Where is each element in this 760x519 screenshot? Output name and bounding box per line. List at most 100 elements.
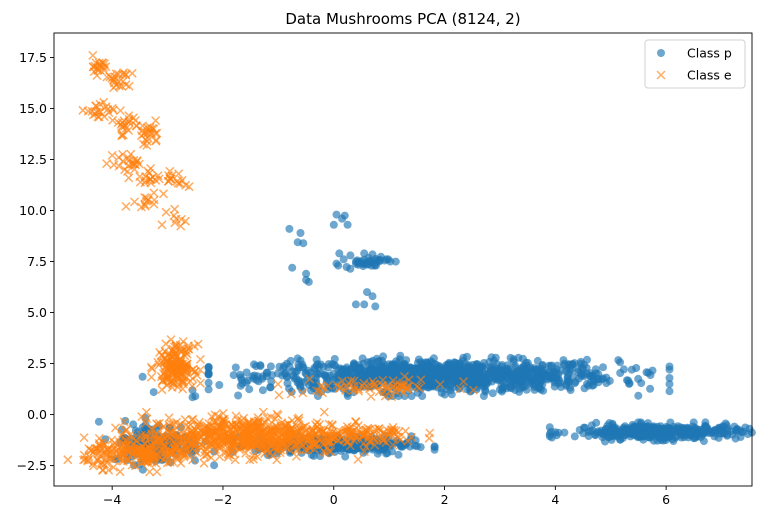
point-class-e [249, 433, 259, 443]
point-class-e [97, 465, 107, 475]
point-class-p [557, 366, 566, 375]
point-class-e [383, 430, 393, 441]
point-class-e [257, 427, 267, 437]
point-class-e [311, 440, 321, 450]
point-class-e [161, 207, 171, 217]
point-class-p [340, 211, 349, 220]
point-class-e [168, 419, 179, 429]
point-class-e [346, 376, 356, 386]
point-class-e [227, 441, 237, 451]
point-class-e [121, 70, 131, 80]
point-class-p [566, 365, 575, 374]
point-class-p [312, 361, 321, 370]
point-class-e [388, 376, 398, 386]
point-class-p [400, 392, 409, 400]
points-layer [63, 50, 756, 477]
point-class-e [412, 382, 422, 392]
point-class-p [478, 362, 487, 371]
point-class-p [546, 362, 555, 371]
point-class-p [236, 381, 245, 390]
point-class-e [91, 101, 101, 111]
point-class-e [141, 418, 151, 428]
point-class-e [272, 455, 282, 465]
point-class-e [93, 455, 103, 465]
point-class-p [570, 379, 579, 388]
point-class-p [637, 379, 646, 388]
point-class-p [652, 427, 661, 436]
point-class-e [305, 374, 315, 384]
point-class-e [150, 128, 161, 139]
x-tick-label: 6 [662, 492, 670, 507]
point-class-e [151, 136, 161, 146]
point-class-p [250, 360, 258, 369]
legend-box [644, 39, 746, 89]
point-class-p [210, 461, 219, 470]
point-class-e [359, 447, 369, 457]
point-class-p [632, 364, 641, 372]
point-class-e [137, 121, 148, 131]
point-class-p [330, 355, 339, 363]
point-class-e [108, 115, 118, 125]
point-class-p [478, 379, 487, 388]
point-class-e [233, 425, 244, 435]
point-class-p [204, 385, 213, 394]
point-class-p [330, 361, 339, 370]
point-class-p [665, 362, 674, 371]
point-class-p [129, 420, 138, 429]
point-class-e [195, 365, 205, 375]
point-class-e [167, 359, 177, 369]
point-class-e [353, 386, 364, 396]
point-class-p [343, 220, 352, 229]
point-class-e [293, 414, 303, 424]
point-class-p [296, 356, 305, 365]
point-class-p [339, 255, 348, 264]
point-class-e [353, 454, 363, 464]
point-class-e [300, 445, 310, 455]
legend-label-class-p: Class p [687, 46, 732, 61]
point-class-e [93, 112, 103, 122]
point-class-p [665, 387, 674, 396]
point-class-e [117, 431, 127, 441]
point-class-p [424, 374, 433, 383]
point-class-e [114, 161, 124, 171]
point-class-e [301, 427, 311, 437]
point-class-e [399, 371, 410, 381]
point-class-e [86, 446, 96, 456]
point-class-p [481, 387, 490, 396]
point-class-p [341, 452, 350, 461]
point-class-p [258, 386, 267, 395]
point-class-e [341, 425, 351, 435]
point-class-e [179, 452, 189, 462]
point-class-p [245, 385, 254, 394]
point-class-e [196, 439, 206, 449]
point-class-e [115, 106, 125, 116]
point-class-e [88, 62, 98, 72]
point-class-e [321, 433, 331, 443]
point-class-p [512, 380, 521, 388]
point-class-p [535, 383, 544, 392]
point-class-e [130, 461, 140, 471]
point-class-p [714, 424, 723, 433]
point-class-p [644, 368, 653, 377]
point-class-e [121, 123, 131, 133]
point-class-e [165, 364, 175, 374]
point-class-p [450, 375, 459, 384]
point-class-e [215, 452, 225, 462]
point-class-e [124, 81, 134, 91]
point-class-p [491, 353, 500, 362]
point-class-e [435, 379, 445, 390]
point-class-e [247, 421, 257, 432]
x-tick-label: 4 [551, 492, 559, 507]
point-class-e [118, 70, 128, 80]
point-class-e [190, 366, 200, 377]
point-class-p [204, 378, 213, 387]
point-class-e [317, 388, 328, 398]
point-class-e [351, 417, 361, 427]
point-class-p [242, 368, 251, 377]
point-class-p [584, 432, 593, 440]
point-class-e [107, 435, 117, 445]
x-tick-label: −2 [214, 492, 232, 507]
point-class-e [83, 106, 93, 116]
point-class-p [368, 292, 377, 301]
point-class-e [241, 435, 251, 445]
